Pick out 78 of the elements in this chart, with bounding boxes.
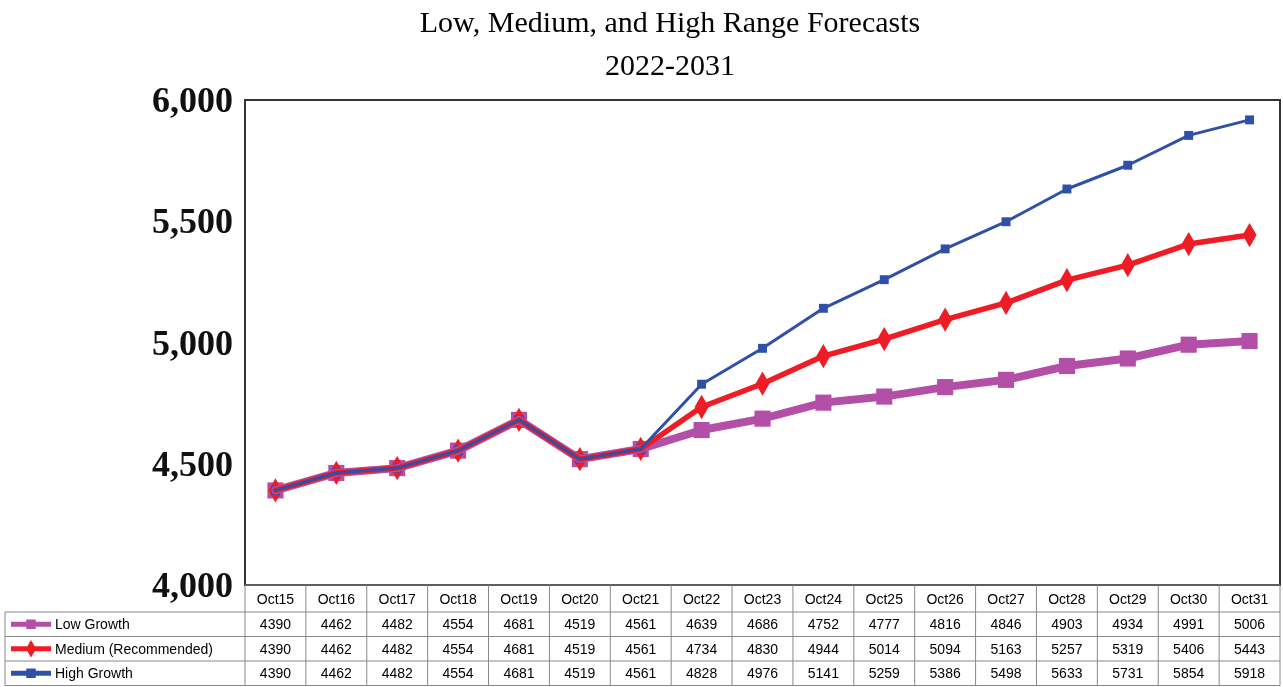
x-tick-label: Oct30 [1170, 590, 1208, 607]
x-tick-label: Oct28 [1048, 590, 1086, 607]
data-label: 4462 [320, 640, 353, 657]
chart-title: Low, Medium, and High Range Forecasts [419, 5, 921, 38]
legend-label: Medium (Recommended) [55, 640, 213, 657]
x-tick-label: Oct31 [1230, 590, 1269, 607]
data-label: 5498 [990, 665, 1022, 682]
x-tick-label: Oct16 [317, 590, 356, 607]
x-tick-label: Oct27 [987, 590, 1025, 607]
data-label: 5386 [929, 665, 961, 682]
data-label: 4976 [746, 665, 779, 682]
chart-subtitle: 2022-2031 [605, 48, 735, 81]
data-label: 5854 [1173, 665, 1205, 682]
x-tick-label: Oct21 [622, 590, 660, 607]
x-tick-label: Oct22 [682, 590, 721, 607]
data-label: 4830 [746, 640, 779, 657]
data-label: 5406 [1173, 640, 1205, 657]
data-label: 4752 [807, 616, 840, 633]
data-label: 4934 [1112, 616, 1144, 633]
y-tick-label: 4,000 [152, 565, 233, 606]
data-label: 4681 [503, 640, 535, 657]
data-label: 5094 [929, 640, 961, 657]
legend-label: High Growth [55, 665, 133, 682]
data-label: 4462 [320, 665, 353, 682]
x-tick-label: Oct29 [1109, 590, 1147, 607]
data-label: 4561 [625, 640, 657, 657]
x-tick-label: Oct26 [926, 590, 965, 607]
data-label: 4519 [564, 640, 596, 657]
data-label: 4554 [442, 616, 474, 633]
data-label: 4561 [625, 616, 657, 633]
data-label: 5163 [990, 640, 1022, 657]
data-label: 4681 [503, 616, 535, 633]
data-label: 4816 [929, 616, 961, 633]
x-tick-label: Oct19 [500, 590, 538, 607]
y-tick-label: 5,500 [152, 201, 233, 242]
x-tick-label: Oct25 [865, 590, 904, 607]
data-label: 4686 [746, 616, 779, 633]
data-label: 4390 [259, 616, 292, 633]
data-label: 4777 [868, 616, 901, 633]
data-label: 5918 [1233, 665, 1266, 682]
y-tick-label: 4,500 [152, 443, 233, 484]
data-label: 4554 [442, 640, 474, 657]
data-label: 4681 [503, 665, 535, 682]
data-label: 5633 [1051, 665, 1083, 682]
y-tick-label: 6,000 [152, 80, 233, 121]
x-tick-label: Oct24 [804, 590, 843, 607]
data-label: 4846 [990, 616, 1022, 633]
x-tick-label: Oct15 [256, 590, 295, 607]
data-label: 4903 [1051, 616, 1083, 633]
data-label: 4561 [625, 665, 657, 682]
data-label: 5141 [807, 665, 840, 682]
data-label: 4554 [442, 665, 474, 682]
data-label: 5257 [1051, 640, 1083, 657]
data-label: 4991 [1173, 616, 1205, 633]
data-label: 4482 [381, 640, 413, 657]
x-tick-label: Oct20 [561, 590, 599, 607]
data-label: 4519 [564, 616, 596, 633]
data-label: 4828 [686, 665, 718, 682]
x-tick-label: Oct18 [439, 590, 477, 607]
data-label: 5443 [1233, 640, 1266, 657]
legend-label: Low Growth [55, 616, 130, 633]
data-label: 5259 [868, 665, 901, 682]
data-label: 4482 [381, 665, 413, 682]
data-label: 4519 [564, 665, 596, 682]
data-label: 4390 [259, 640, 292, 657]
y-tick-label: 5,000 [152, 322, 233, 363]
data-label: 5319 [1112, 640, 1144, 657]
data-label: 5731 [1112, 665, 1144, 682]
data-label: 4482 [381, 616, 413, 633]
data-label: 5006 [1233, 616, 1266, 633]
data-label: 4639 [686, 616, 718, 633]
x-tick-label: Oct23 [743, 590, 782, 607]
data-label: 4390 [259, 665, 292, 682]
data-label: 4734 [686, 640, 718, 657]
data-label: 4944 [807, 640, 840, 657]
x-tick-label: Oct17 [378, 590, 417, 607]
data-label: 4462 [320, 616, 353, 633]
data-label: 5014 [868, 640, 901, 657]
